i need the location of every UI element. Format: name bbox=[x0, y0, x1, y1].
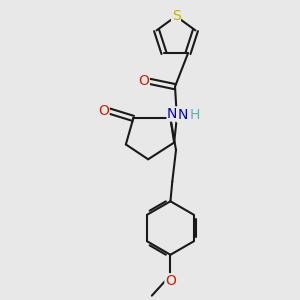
Text: S: S bbox=[172, 9, 180, 23]
Text: O: O bbox=[138, 74, 149, 88]
Text: H: H bbox=[190, 108, 200, 122]
Text: O: O bbox=[165, 274, 176, 288]
Text: N: N bbox=[167, 107, 178, 121]
Text: O: O bbox=[98, 104, 109, 118]
Text: N: N bbox=[177, 108, 188, 122]
